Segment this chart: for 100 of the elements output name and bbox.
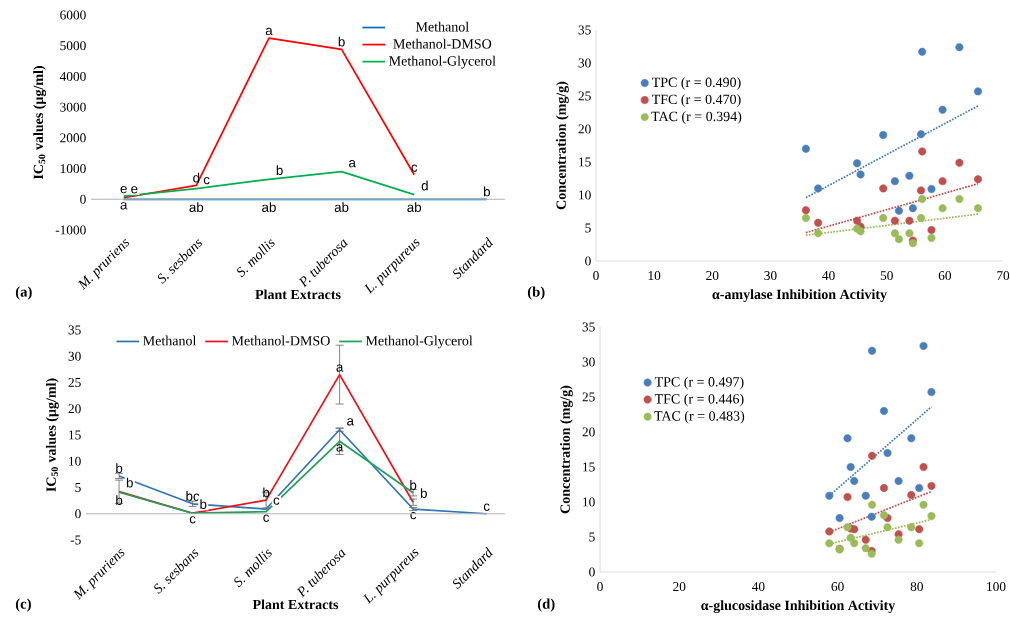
y-tick-label: 30 — [582, 357, 595, 367]
text: (c) — [15, 598, 31, 612]
y-tick-label: 3000 — [60, 102, 86, 112]
data-label: a — [120, 202, 128, 210]
x-tick-label: 20 — [673, 582, 686, 592]
legend-label: Methanol-Glycerol — [365, 335, 473, 349]
legend-label: Methanol-Glycerol — [389, 55, 496, 69]
y-tick-label: 5 — [75, 483, 81, 492]
x-tick-label: 20 — [706, 271, 719, 281]
y-tick-label: 5 — [589, 532, 595, 542]
y-axis-title: Concentration (mg/g) — [560, 385, 573, 514]
data-label: a — [349, 160, 356, 168]
x-axis-title: Plant Extracts — [252, 599, 339, 610]
data-label: ab — [189, 202, 204, 212]
legend-label: TPC (r = 0.490) — [651, 77, 741, 90]
data-label: c — [410, 511, 417, 520]
data-label: d — [193, 172, 200, 183]
y-tick-label: 0 — [80, 194, 86, 204]
x-tick-label: 100 — [987, 582, 1006, 592]
legend-label: Methanol — [143, 335, 197, 346]
y-tick-label: -1000 — [55, 225, 86, 235]
y-tick-label: 15 — [69, 430, 81, 440]
x-tick-label: 60 — [938, 271, 952, 281]
y-tick-label: -5 — [70, 535, 81, 545]
y-tick-label: 25 — [582, 392, 595, 402]
y-tick-label: 35 — [582, 322, 595, 332]
text: (a) — [15, 286, 32, 300]
legend-label: Methanol-DMSO — [231, 335, 330, 346]
x-axis-title: α-amylase Inhibition Activity — [712, 289, 887, 302]
x-tick-label: 10 — [648, 271, 661, 281]
y-axis-title: IC$_{50}$ values (µg/ml) — [46, 378, 59, 492]
y-tick-label: 4000 — [59, 71, 86, 81]
text: (b) — [527, 286, 545, 300]
data-label: b — [338, 36, 345, 47]
x-tick-label: 30 — [764, 271, 777, 281]
data-label: b — [263, 487, 270, 498]
y-tick-label: 20 — [578, 124, 591, 134]
y-tick-label: 30 — [578, 58, 591, 68]
y-tick-label: 20 — [582, 427, 595, 437]
y-tick-label: 1000 — [60, 164, 86, 174]
legend-label: TAC (r = 0.394) — [651, 111, 742, 124]
data-label: b — [116, 495, 123, 505]
data-label: c — [189, 516, 196, 524]
data-label: bc — [186, 491, 200, 501]
data-label: a — [265, 27, 273, 36]
data-label: c — [411, 164, 418, 172]
y-tick-label: 20 — [68, 404, 81, 414]
legend-label: TFC (r = 0.470) — [651, 94, 741, 107]
y-tick-label: 2000 — [60, 133, 86, 143]
data-label: c — [273, 497, 280, 505]
y-tick-label: 25 — [68, 378, 81, 387]
data-label: b — [483, 186, 490, 197]
data-label: e — [120, 185, 127, 194]
legend-label: TFC (r = 0.446) — [654, 393, 744, 407]
legend-label: Methanol-DMSO — [393, 38, 492, 49]
x-tick-label: 50 — [880, 271, 893, 281]
legend-label: Methanol — [415, 21, 469, 32]
x-tick-label: 40 — [751, 582, 765, 592]
y-tick-label: 10 — [583, 497, 595, 507]
y-tick-label: 30 — [68, 351, 81, 361]
text: (d) — [537, 598, 555, 612]
data-label: ab — [407, 202, 422, 212]
data-label: ab — [334, 202, 349, 212]
data-label: b — [200, 499, 207, 509]
legend-label: TAC (r = 0.483) — [654, 410, 745, 424]
data-label: b — [116, 463, 123, 474]
data-label: b — [410, 480, 417, 490]
data-label: e — [131, 186, 138, 194]
x-tick-label: 80 — [910, 582, 923, 592]
x-tick-label: 40 — [822, 271, 835, 281]
x-axis-title: α-glucosidase Inhibition Activity — [701, 600, 896, 613]
y-tick-label: 35 — [578, 25, 591, 35]
y-tick-label: 10 — [579, 190, 591, 200]
data-label: a — [336, 444, 344, 452]
data-label: ab — [262, 202, 276, 212]
x-axis-title: Plant Extracts — [255, 289, 341, 300]
data-label: c — [263, 514, 270, 522]
y-axis-title: IC$_{50}$ values (µg/ml) — [33, 66, 47, 180]
data-label: b — [420, 488, 427, 498]
x-tick-label: 70 — [997, 271, 1010, 281]
data-label: b — [276, 165, 283, 176]
y-tick-label: 15 — [579, 157, 591, 167]
data-label: c — [483, 503, 490, 511]
y-tick-label: 6000 — [60, 10, 86, 20]
y-tick-label: 5 — [585, 223, 591, 233]
data-label: d — [421, 180, 428, 191]
x-tick-label: 60 — [831, 582, 844, 592]
data-label: b — [126, 477, 133, 488]
data-label: a — [336, 364, 344, 372]
data-label: a — [347, 418, 354, 426]
y-tick-label: 25 — [578, 91, 591, 101]
y-tick-label: 10 — [69, 456, 81, 466]
x-tick-label: 0 — [597, 582, 603, 592]
y-tick-label: 35 — [68, 325, 81, 335]
y-tick-label: 0 — [75, 509, 81, 519]
y-tick-label: 5000 — [60, 41, 86, 51]
legend-label: TPC (r = 0.497) — [654, 376, 744, 390]
y-axis-title: Concentration (mg/g) — [556, 81, 569, 210]
y-tick-label: 15 — [583, 462, 595, 472]
data-label: c — [203, 176, 210, 185]
